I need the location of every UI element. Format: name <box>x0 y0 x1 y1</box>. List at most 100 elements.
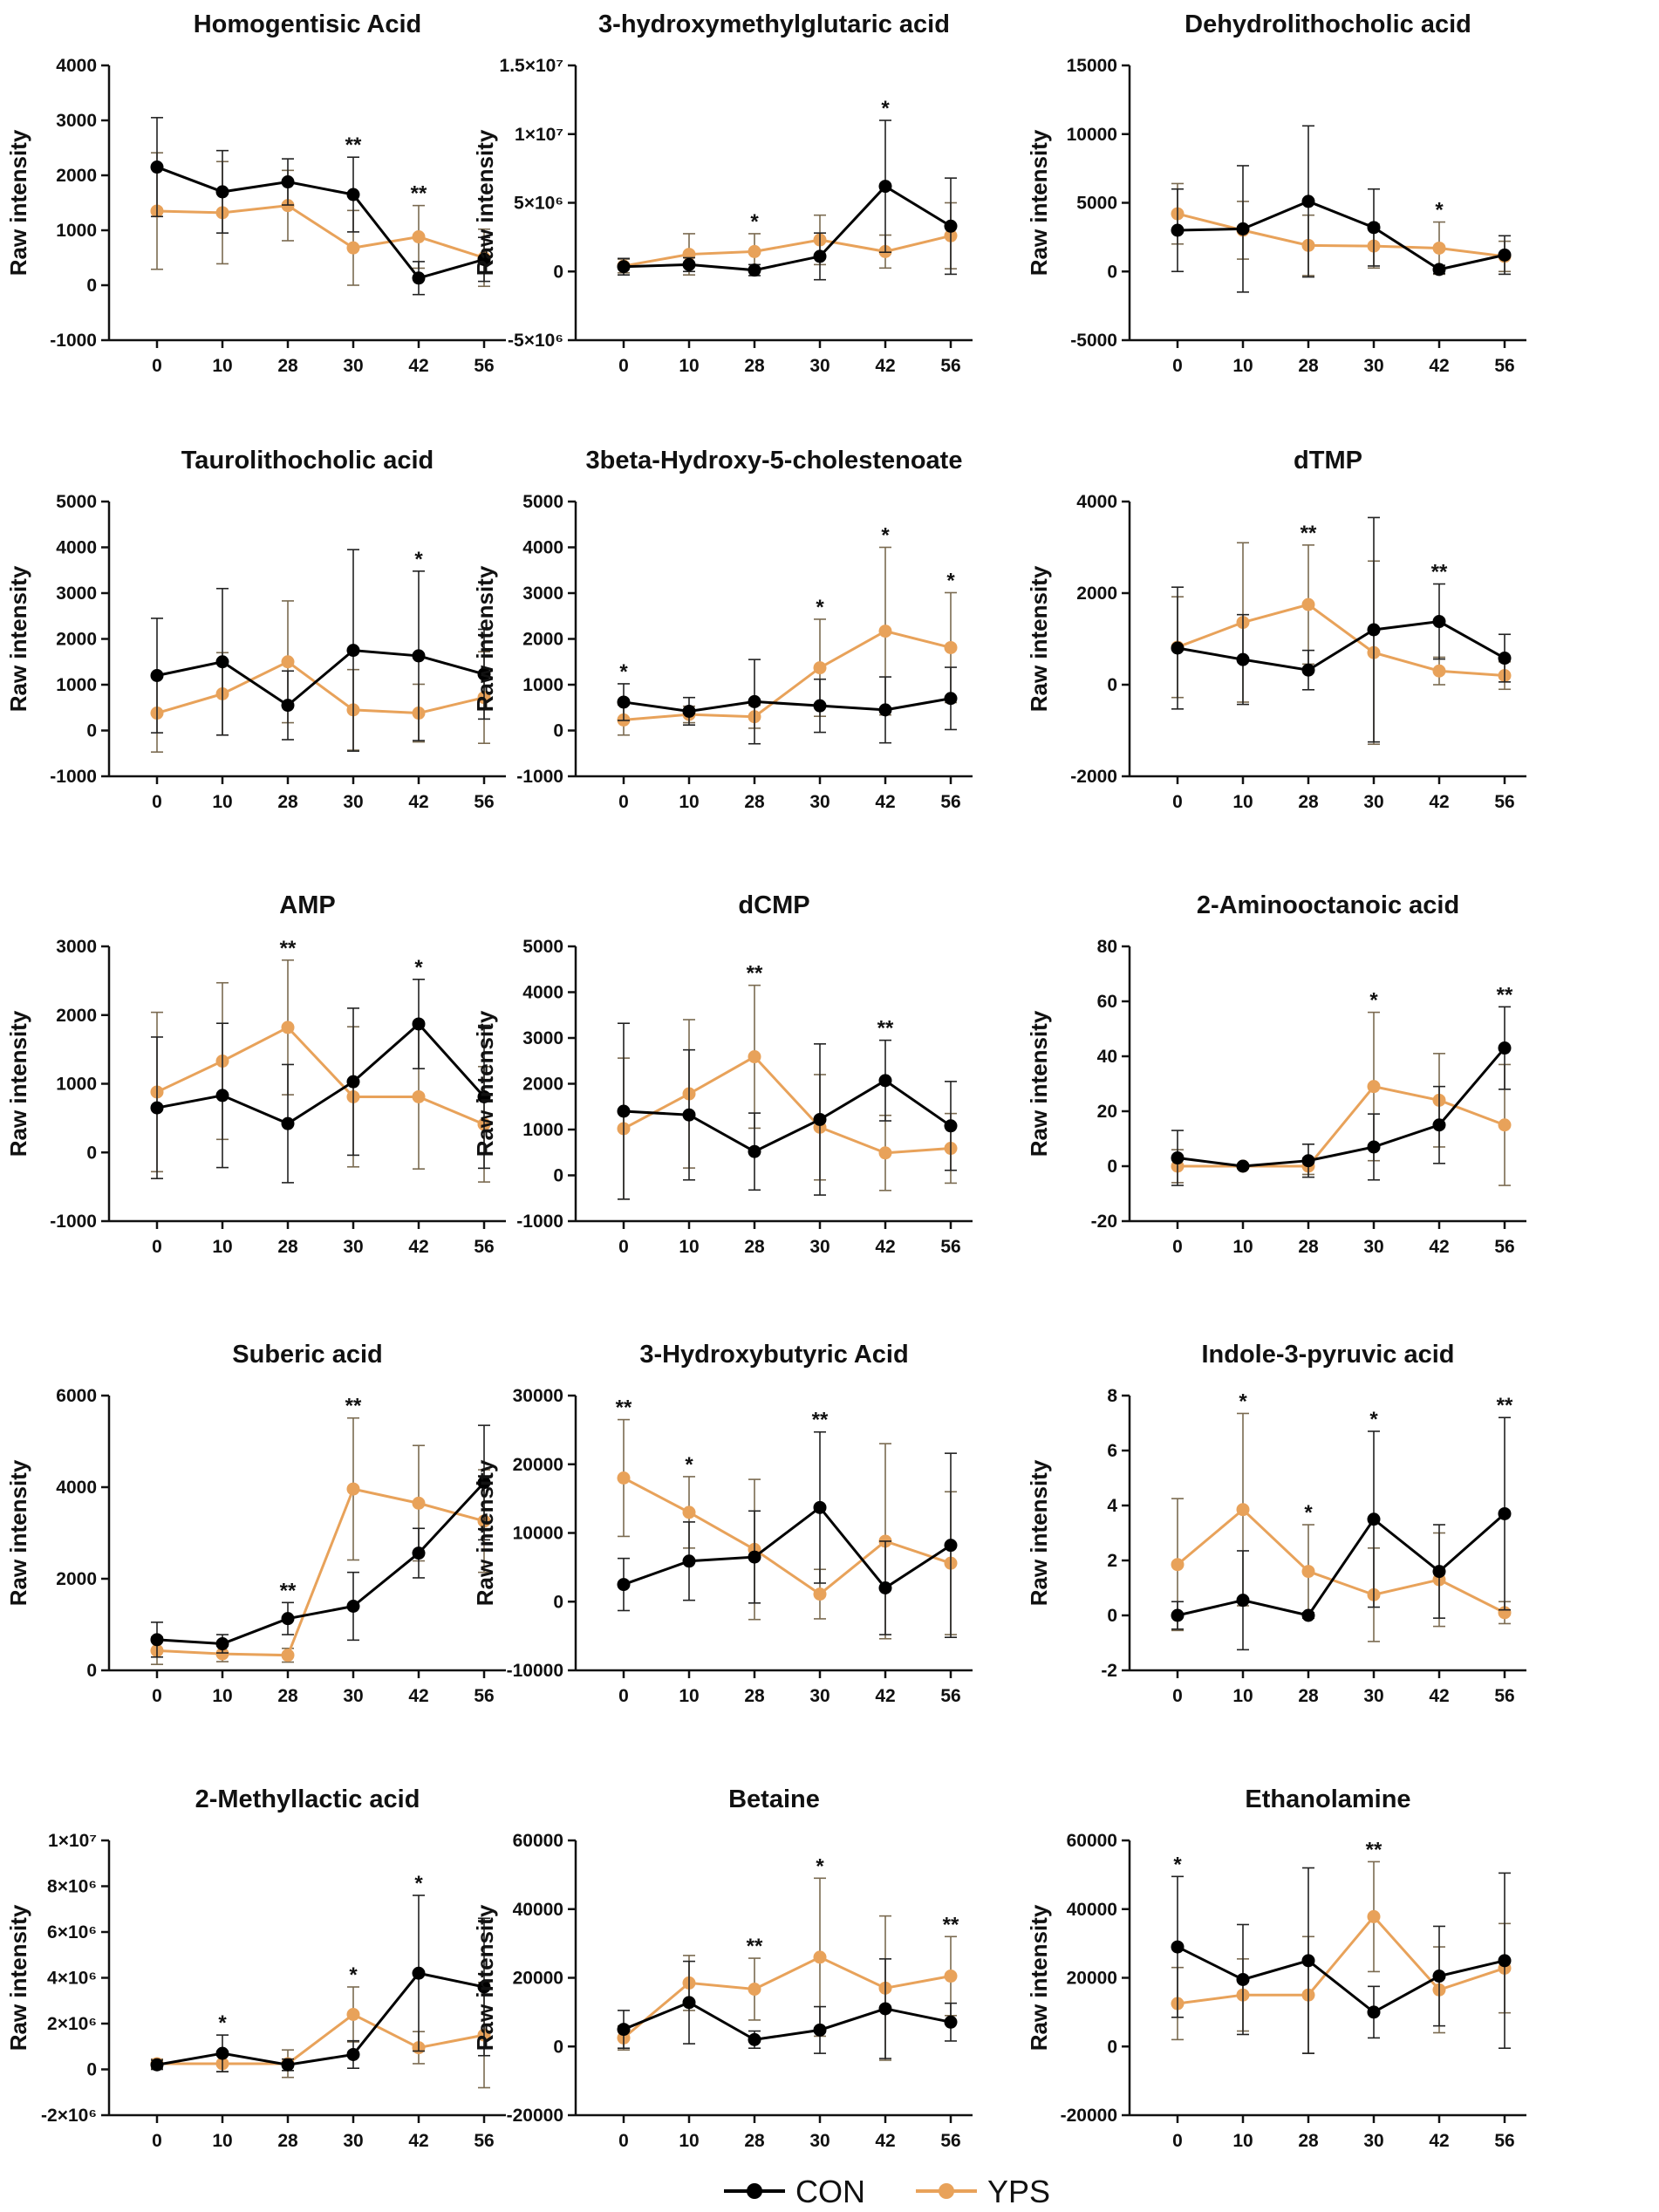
y-tick-label: 1000 <box>522 1120 563 1140</box>
significance-marker: ** <box>616 1396 632 1420</box>
y-tick-label: 60000 <box>513 1831 563 1851</box>
significance-marker: ** <box>1497 983 1513 1007</box>
x-tick-label: 30 <box>809 356 830 376</box>
y-tick-label: 0 <box>86 1661 97 1681</box>
data-point-con <box>813 249 827 263</box>
data-point-yps <box>1498 1118 1512 1132</box>
y-tick-label: -2×10⁶ <box>41 2106 97 2126</box>
y-tick-label: 3000 <box>56 111 97 131</box>
data-point-con <box>477 1980 491 1994</box>
x-tick-label: 42 <box>408 356 428 376</box>
x-tick-label: 42 <box>1429 1237 1449 1257</box>
chart-title: Ethanolamine <box>1245 1785 1410 1813</box>
significance-marker: ** <box>1497 1394 1513 1417</box>
data-point-yps <box>281 1649 295 1662</box>
data-point-yps <box>346 241 360 255</box>
y-tick-label: 2 <box>1107 1551 1117 1571</box>
data-point-con <box>748 1144 761 1158</box>
x-tick-label: 30 <box>343 1686 363 1706</box>
data-point-con <box>150 1633 164 1647</box>
series-line-con <box>156 1481 486 1646</box>
data-point-yps <box>682 1505 696 1519</box>
y-tick-label: 5000 <box>522 492 563 512</box>
y-tick-label: 1000 <box>56 1075 97 1095</box>
significance-marker: * <box>881 97 890 120</box>
y-tick-label: 1×10⁷ <box>48 1831 97 1851</box>
data-point-yps <box>1432 241 1446 255</box>
chart-title: Homogentisic Acid <box>194 10 422 38</box>
data-point-con <box>215 1637 229 1651</box>
significance-marker: ** <box>1366 1838 1382 1861</box>
y-axis-label: Raw intensity <box>5 129 31 276</box>
x-tick-label: 0 <box>152 2131 162 2151</box>
significance-marker: * <box>619 660 628 684</box>
data-point-con <box>878 180 892 194</box>
x-tick-label: 0 <box>618 1237 629 1257</box>
x-tick-label: 56 <box>474 1686 494 1706</box>
x-tick-label: 56 <box>940 1686 960 1706</box>
data-point-yps <box>748 1050 761 1064</box>
data-point-con <box>281 1116 295 1130</box>
data-point-con <box>944 692 958 706</box>
x-tick-label: 42 <box>875 2131 895 2151</box>
data-point-con <box>617 260 631 274</box>
significance-marker: ** <box>747 1935 763 1958</box>
y-tick-label: -1000 <box>50 331 97 351</box>
x-tick-label: 56 <box>1494 2131 1514 2151</box>
x-tick-label: 42 <box>875 356 895 376</box>
data-point-con <box>1171 1151 1185 1165</box>
data-point-con <box>1498 652 1512 666</box>
x-tick-label: 0 <box>618 2131 629 2151</box>
data-point-con <box>1498 248 1512 262</box>
significance-marker: * <box>1369 989 1378 1013</box>
data-point-con <box>682 1554 696 1568</box>
data-point-con <box>617 2023 631 2037</box>
series-line-yps <box>623 1477 952 1596</box>
x-tick-label: 30 <box>809 1237 830 1257</box>
y-axis-label: Raw intensity <box>1026 1459 1052 1606</box>
y-tick-label: 0 <box>86 1143 97 1163</box>
y-tick-label: 20000 <box>513 1455 563 1475</box>
significance-marker: * <box>414 1872 423 1895</box>
data-point-con <box>215 1089 229 1103</box>
x-tick-label: 10 <box>679 2131 699 2151</box>
y-tick-label: -1000 <box>516 767 563 787</box>
chart-title: Suberic acid <box>232 1341 382 1369</box>
significance-marker: ** <box>747 962 763 986</box>
chart-title: dCMP <box>738 891 809 919</box>
y-tick-label: 0 <box>553 1592 563 1612</box>
x-tick-label: 28 <box>1298 356 1319 376</box>
data-point-con <box>1301 1154 1315 1168</box>
x-tick-label: 56 <box>474 792 494 812</box>
series-line-yps <box>1177 603 1505 677</box>
data-point-con <box>682 1108 696 1122</box>
legend-yps-label: YPS <box>987 2174 1050 2209</box>
x-tick-label: 10 <box>1232 2131 1253 2151</box>
x-tick-label: 30 <box>809 2131 830 2151</box>
data-point-con <box>617 1104 631 1118</box>
y-tick-label: -5000 <box>1070 331 1117 351</box>
y-axis-label: Raw intensity <box>5 565 31 712</box>
x-tick-label: 56 <box>1494 1237 1514 1257</box>
x-tick-label: 28 <box>1298 1686 1319 1706</box>
x-tick-label: 56 <box>474 1237 494 1257</box>
y-tick-label: 2000 <box>522 630 563 650</box>
y-tick-label: 4000 <box>1076 492 1117 512</box>
y-tick-label: 3000 <box>522 584 563 604</box>
series-line-con <box>1177 1512 1505 1617</box>
series-line-con <box>156 1021 486 1125</box>
series-line-con <box>623 184 952 272</box>
significance-marker: * <box>414 956 423 980</box>
data-point-con <box>944 1539 958 1553</box>
x-tick-label: 30 <box>1363 356 1383 376</box>
series-line-con <box>1177 200 1505 271</box>
data-point-yps <box>1367 1909 1381 1923</box>
legend-yps-marker <box>939 2183 954 2199</box>
y-tick-label: 4000 <box>56 538 97 558</box>
data-point-con <box>215 655 229 669</box>
x-tick-label: 28 <box>1298 792 1319 812</box>
chart-title: Taurolithocholic acid <box>181 447 434 474</box>
x-tick-label: 56 <box>474 356 494 376</box>
significance-marker: ** <box>943 1913 959 1936</box>
